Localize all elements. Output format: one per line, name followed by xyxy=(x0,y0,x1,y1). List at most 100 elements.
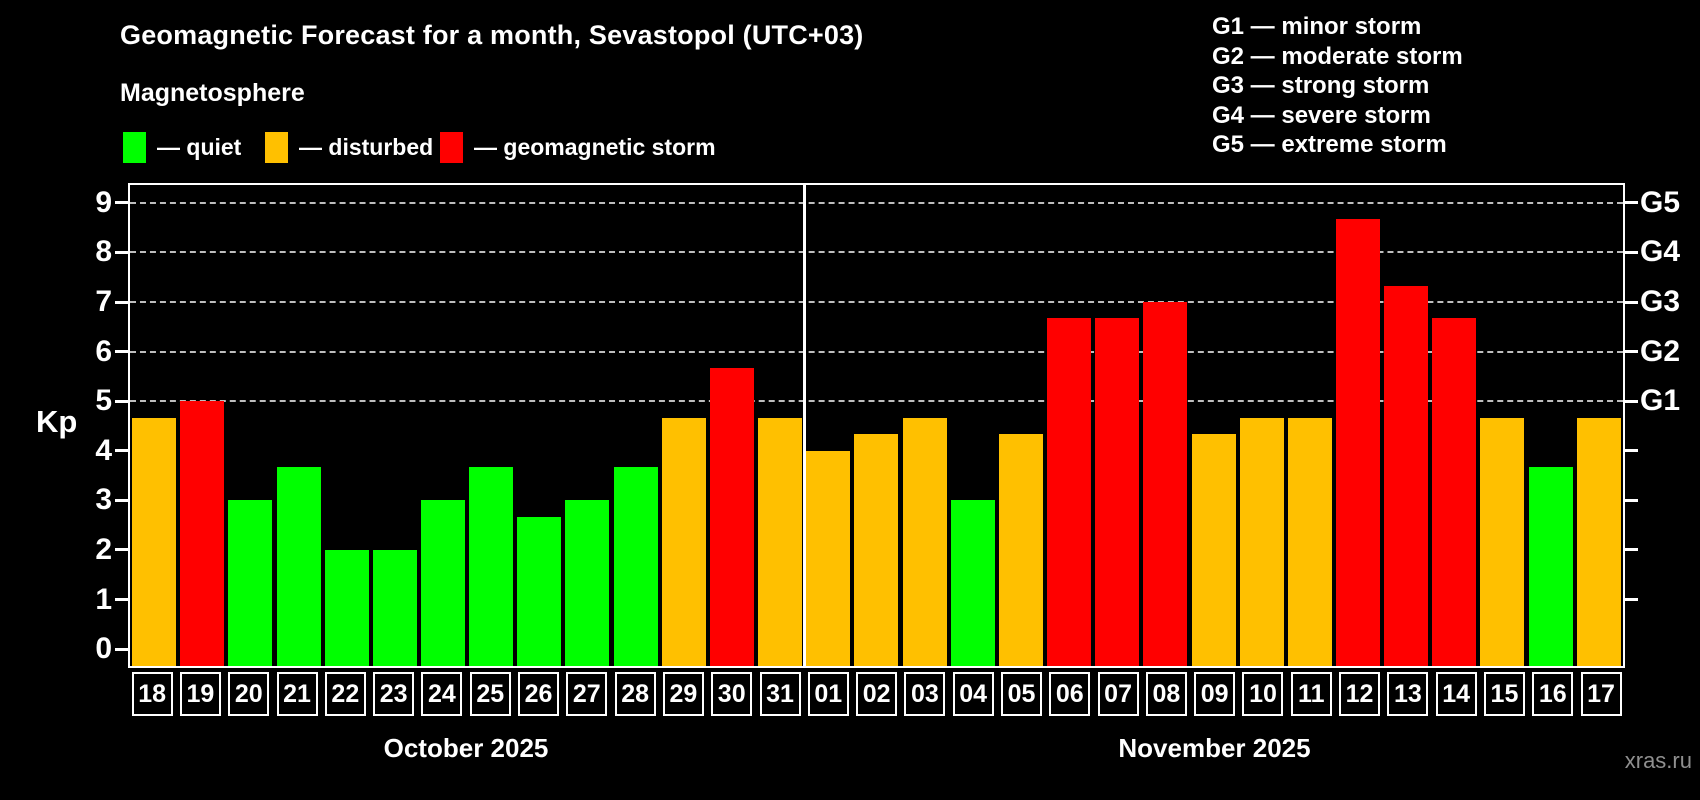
day-label: 28 xyxy=(614,672,656,716)
bar-slot xyxy=(467,185,515,666)
y-axis-tick xyxy=(115,598,128,602)
day-label-slot: 20 xyxy=(225,672,273,718)
day-label-slot: 18 xyxy=(128,672,176,718)
legend-swatch-quiet xyxy=(123,131,146,163)
bar-slot xyxy=(1189,185,1237,666)
bar-slot xyxy=(852,185,900,666)
g-scale-legend-line: G2 — moderate storm xyxy=(1212,42,1463,70)
day-label-slot: 21 xyxy=(273,672,321,718)
kp-bar-november-14 xyxy=(1432,318,1477,666)
day-label-slot: 29 xyxy=(659,672,707,718)
day-label: 22 xyxy=(324,672,366,716)
day-label-slot: 24 xyxy=(418,672,466,718)
plot-area xyxy=(128,183,1625,668)
g-scale-legend: G1 — minor storm G2 — moderate storm G3 — … xyxy=(1212,12,1463,160)
day-label-slot: 09 xyxy=(1191,672,1239,718)
day-label-slot: 28 xyxy=(611,672,659,718)
legend-swatch-storm xyxy=(440,131,463,163)
right-axis-label-g5: G5 xyxy=(1640,185,1681,219)
bar-slot xyxy=(563,185,611,666)
day-labels-row: 18 19 20 21 22 23 24 25 26 27 28 29 30 31 01 02 03 04 05 06… xyxy=(128,672,1625,718)
right-axis-tick xyxy=(1625,449,1638,453)
kp-bar-november-03 xyxy=(902,417,947,666)
kp-bar-october-29 xyxy=(661,417,706,666)
kp-bar-october-30 xyxy=(709,367,754,666)
day-label-slot: 08 xyxy=(1142,672,1190,718)
day-label-slot: 22 xyxy=(321,672,369,718)
day-label-slot: 10 xyxy=(1239,672,1287,718)
kp-bar-november-05 xyxy=(998,434,1043,666)
day-label-slot: 31 xyxy=(756,672,804,718)
day-label-slot: 14 xyxy=(1432,672,1480,718)
right-axis-label-g1: G1 xyxy=(1640,384,1681,418)
kp-bar-october-23 xyxy=(372,549,417,666)
y-axis-tick xyxy=(115,300,128,304)
bar-slot xyxy=(1527,185,1575,666)
y-axis-tick-label: 0 xyxy=(95,632,112,666)
legend-swatch-disturbed xyxy=(265,131,288,163)
bar-slot xyxy=(130,185,178,666)
day-label: 03 xyxy=(904,672,946,716)
day-label-slot: 03 xyxy=(901,672,949,718)
kp-bar-november-08 xyxy=(1143,302,1188,666)
y-axis-tick-label: 2 xyxy=(95,532,112,566)
bar-slot xyxy=(1141,185,1189,666)
day-label-slot: 12 xyxy=(1335,672,1383,718)
kp-bar-october-18 xyxy=(132,417,177,666)
day-label: 14 xyxy=(1435,672,1477,716)
right-axis-tick xyxy=(1625,548,1638,552)
day-label-slot: 06 xyxy=(1046,672,1094,718)
right-axis-label-g4: G4 xyxy=(1640,235,1681,269)
bar-slot xyxy=(901,185,949,666)
day-label-slot: 01 xyxy=(804,672,852,718)
month-label-nov: November 2025 xyxy=(1118,733,1311,763)
day-label: 02 xyxy=(856,672,898,716)
y-axis-tick xyxy=(115,399,128,403)
right-axis-label-g3: G3 xyxy=(1640,285,1681,319)
g-scale-legend-line: G4 — severe storm xyxy=(1212,101,1431,129)
day-label: 20 xyxy=(228,672,270,716)
gridline-kp-7 xyxy=(130,301,1623,304)
gridline-kp-5 xyxy=(130,400,1623,403)
y-axis-tick xyxy=(115,498,128,502)
day-label-slot: 19 xyxy=(176,672,224,718)
kp-bar-october-27 xyxy=(565,500,610,666)
bar-slot xyxy=(1430,185,1478,666)
kp-bar-november-13 xyxy=(1384,285,1429,666)
day-label: 31 xyxy=(759,672,801,716)
legend-item-quiet: — quiet xyxy=(123,130,241,164)
day-label: 23 xyxy=(373,672,415,716)
right-axis-tick xyxy=(1625,350,1638,354)
bar-slot xyxy=(226,185,274,666)
y-axis-tick-label: 8 xyxy=(95,235,112,269)
bar-slot xyxy=(708,185,756,666)
y-axis-tick-label: 5 xyxy=(95,384,112,418)
kp-bar-october-26 xyxy=(517,516,562,666)
kp-bar-november-01 xyxy=(806,450,851,666)
day-label: 04 xyxy=(952,672,994,716)
kp-bar-october-24 xyxy=(421,500,466,666)
day-label-slot: 07 xyxy=(1094,672,1142,718)
day-label-slot: 11 xyxy=(1287,672,1335,718)
day-label-slot: 23 xyxy=(369,672,417,718)
day-label-slot: 04 xyxy=(949,672,997,718)
day-label: 19 xyxy=(179,672,221,716)
y-axis-tick xyxy=(115,350,128,354)
kp-bar-november-12 xyxy=(1335,219,1380,666)
month-label-oct: October 2025 xyxy=(383,733,549,763)
bars-container xyxy=(130,185,1623,666)
kp-bar-november-07 xyxy=(1095,318,1140,666)
bar-slot xyxy=(1575,185,1623,666)
day-label: 09 xyxy=(1194,672,1236,716)
bar-slot xyxy=(660,185,708,666)
bar-slot xyxy=(1382,185,1430,666)
chart-title: Geomagnetic Forecast for a month, Sevast… xyxy=(120,20,864,50)
day-label-slot: 15 xyxy=(1480,672,1528,718)
kp-bar-october-21 xyxy=(276,467,321,666)
day-label-slot: 05 xyxy=(997,672,1045,718)
legend-label-disturbed: — disturbed xyxy=(299,133,434,160)
day-label: 21 xyxy=(276,672,318,716)
y-axis-tick-label: 3 xyxy=(95,483,112,517)
kp-bar-october-19 xyxy=(180,401,225,666)
bar-slot xyxy=(419,185,467,666)
